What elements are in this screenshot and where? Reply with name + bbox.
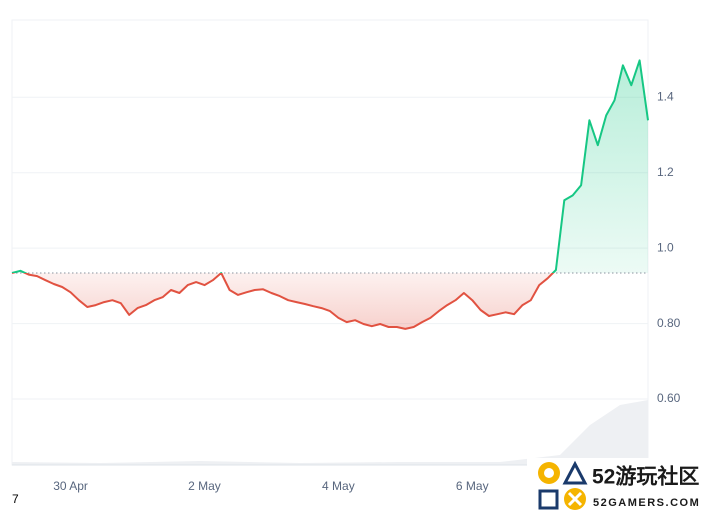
x-tick-label: 4 May	[322, 479, 355, 493]
volume-area	[12, 400, 648, 465]
logo-ring	[544, 468, 554, 478]
y-tick-label: 0.60	[657, 391, 681, 405]
logo-square	[538, 489, 559, 510]
y-tick-label: 0.80	[657, 316, 681, 330]
footer-text: 7	[12, 492, 19, 506]
logo-cross	[567, 491, 583, 507]
watermark: 52游玩社区 52GAMERS.COM	[527, 458, 713, 519]
area-fill	[12, 60, 648, 329]
price-line	[11, 59, 649, 330]
watermark-title: 52游玩社区	[592, 465, 699, 489]
x-tick-label: 30 Apr	[53, 479, 88, 493]
y-tick-label: 1.4	[657, 89, 674, 103]
x-tick-label: 2 May	[188, 479, 221, 493]
logo-triangle	[562, 460, 588, 485]
y-tick-label: 1.2	[657, 165, 674, 179]
x-tick-label: 6 May	[456, 479, 489, 493]
y-tick-label: 1.0	[657, 240, 674, 254]
watermark-subtitle: 52GAMERS.COM	[593, 497, 700, 509]
plot-frame	[11, 19, 649, 466]
